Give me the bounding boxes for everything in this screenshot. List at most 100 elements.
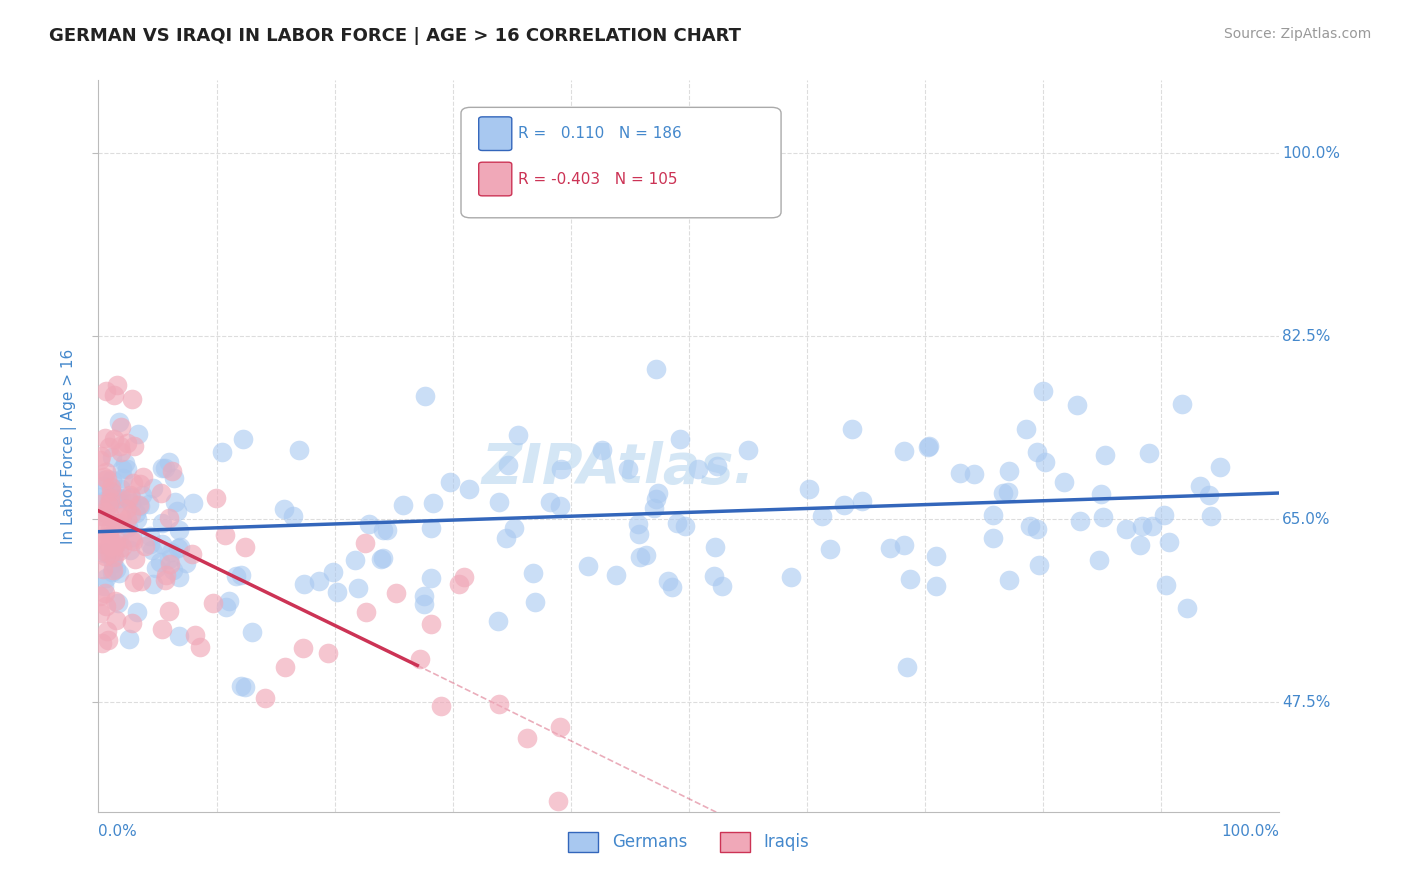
Point <box>110 491 132 506</box>
Text: 82.5%: 82.5% <box>1282 329 1330 343</box>
FancyBboxPatch shape <box>461 107 782 218</box>
Point <box>1032 384 1054 399</box>
Point <box>120 490 142 504</box>
Point <box>811 508 834 523</box>
Point <box>112 471 135 485</box>
Point <box>458 483 481 497</box>
Point <box>101 450 124 464</box>
Point <box>108 544 131 558</box>
Point <box>125 606 148 620</box>
Point <box>647 486 669 500</box>
Point <box>1019 518 1042 533</box>
Point <box>1153 508 1175 522</box>
Point <box>1094 448 1116 462</box>
Point <box>799 482 821 496</box>
Text: ZIPAtlas.: ZIPAtlas. <box>481 441 755 495</box>
Point <box>115 436 138 450</box>
Point <box>93 544 115 558</box>
Point <box>605 567 627 582</box>
Point <box>486 614 509 628</box>
Point <box>1130 518 1153 533</box>
Point <box>117 491 139 506</box>
Point <box>1025 523 1047 537</box>
Point <box>502 521 524 535</box>
Point <box>429 699 451 714</box>
Point <box>98 522 121 536</box>
Point <box>240 625 263 640</box>
Point <box>105 533 128 547</box>
Point <box>377 524 399 538</box>
Point <box>105 378 128 392</box>
Point <box>233 681 256 695</box>
Point <box>91 508 114 523</box>
Point <box>981 508 1004 523</box>
Point <box>107 597 129 611</box>
Point <box>160 545 183 559</box>
Point <box>1208 459 1230 474</box>
Point <box>214 527 236 541</box>
Point <box>157 604 180 618</box>
Point <box>108 439 131 453</box>
Point <box>538 495 561 509</box>
Point <box>645 491 668 506</box>
Point <box>449 576 471 591</box>
Point <box>1066 398 1088 412</box>
Point <box>150 537 173 551</box>
Point <box>94 516 117 531</box>
Point <box>204 491 226 505</box>
Point <box>100 484 122 499</box>
Point <box>93 478 115 492</box>
Point <box>181 496 204 510</box>
Point <box>439 475 461 490</box>
Point <box>661 580 683 594</box>
Point <box>139 537 162 551</box>
Point <box>998 463 1021 477</box>
Point <box>841 422 863 436</box>
Point <box>108 566 131 581</box>
Point <box>993 486 1015 500</box>
Point <box>110 420 132 434</box>
Point <box>97 508 120 522</box>
Point <box>93 586 115 600</box>
Point <box>157 455 180 469</box>
Point <box>420 521 443 535</box>
Point <box>117 520 139 534</box>
Point <box>128 477 150 491</box>
Point <box>142 577 165 591</box>
Point <box>326 585 349 599</box>
Point <box>1115 522 1137 536</box>
Point <box>111 540 134 554</box>
Point <box>229 679 252 693</box>
Point <box>150 461 173 475</box>
Y-axis label: In Labor Force | Age > 16: In Labor Force | Age > 16 <box>60 349 77 543</box>
Point <box>104 593 127 607</box>
Point <box>145 561 167 575</box>
Point <box>488 494 510 508</box>
Point <box>703 569 725 583</box>
Point <box>91 533 114 547</box>
Point <box>93 489 115 503</box>
Point <box>93 470 115 484</box>
Point <box>1154 577 1177 591</box>
Point <box>94 465 117 479</box>
Point <box>896 660 918 674</box>
Point <box>495 531 517 545</box>
Point <box>167 629 190 643</box>
Point <box>89 452 111 467</box>
Point <box>118 543 141 558</box>
Point <box>281 509 304 524</box>
Text: Source: ZipAtlas.com: Source: ZipAtlas.com <box>1223 27 1371 41</box>
Point <box>93 546 115 560</box>
Point <box>643 500 665 515</box>
Point <box>110 483 132 497</box>
Point <box>576 559 599 574</box>
Point <box>737 442 759 457</box>
Text: 100.0%: 100.0% <box>1222 824 1279 839</box>
Point <box>488 697 510 711</box>
Point <box>292 641 315 656</box>
Point <box>115 462 138 476</box>
Point <box>149 485 172 500</box>
Point <box>413 388 436 402</box>
Point <box>94 384 117 398</box>
Text: GERMAN VS IRAQI IN LABOR FORCE | AGE > 16 CORRELATION CHART: GERMAN VS IRAQI IN LABOR FORCE | AGE > 1… <box>49 27 741 45</box>
